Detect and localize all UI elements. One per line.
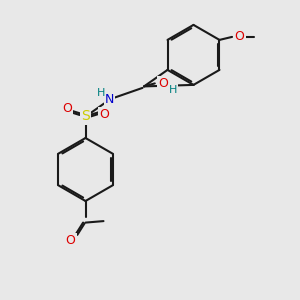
Text: O: O [235, 30, 244, 44]
Text: O: O [62, 102, 72, 116]
Text: N: N [105, 93, 114, 106]
Text: S: S [81, 110, 90, 123]
Text: H: H [169, 85, 177, 95]
Text: O: O [158, 77, 168, 90]
Text: H: H [97, 88, 105, 98]
Text: O: O [66, 234, 75, 247]
Text: O: O [99, 108, 109, 122]
